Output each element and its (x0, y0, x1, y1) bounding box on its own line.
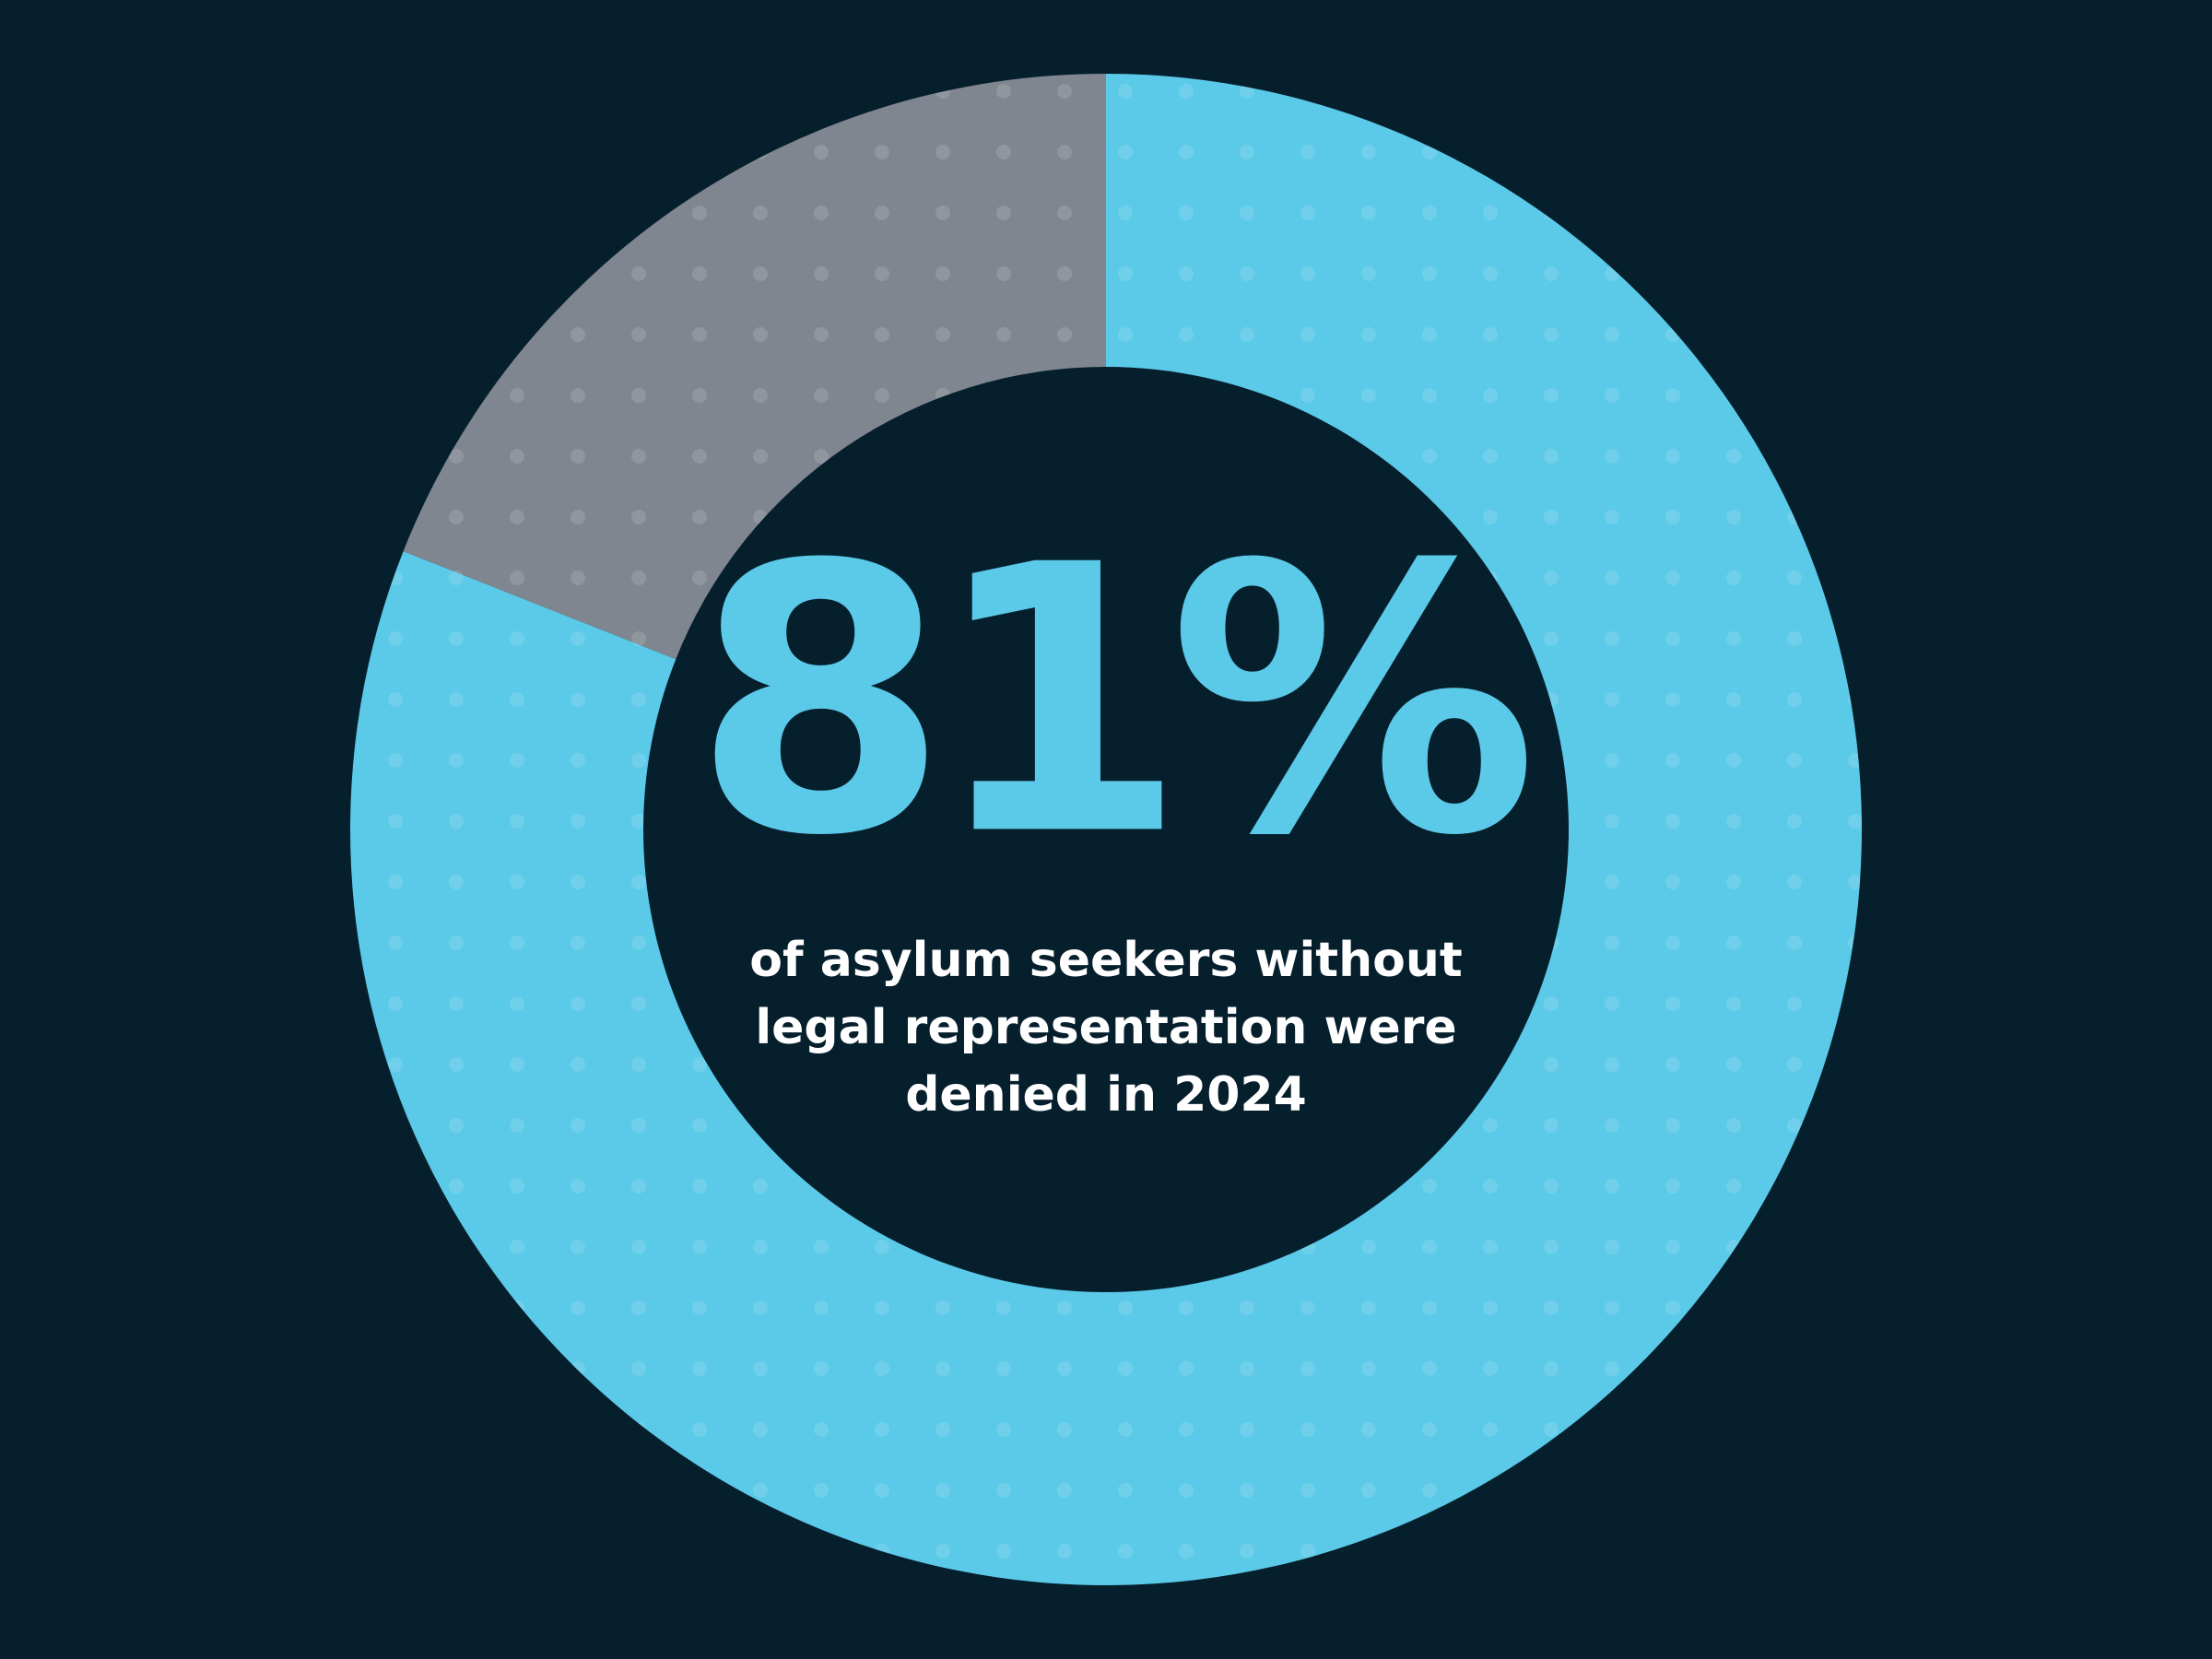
dot-texture (349, 74, 1863, 1585)
annotation: of asylum seekers without legal represent… (749, 933, 1463, 1123)
annotation-line: denied in 2024 (905, 1067, 1307, 1123)
dot-texture (403, 74, 1107, 660)
donut (349, 74, 1863, 1585)
annotation-line: legal representation were (755, 1000, 1456, 1055)
value-label: 81% (692, 488, 1531, 916)
annotation-line: of asylum seekers without (749, 933, 1463, 988)
